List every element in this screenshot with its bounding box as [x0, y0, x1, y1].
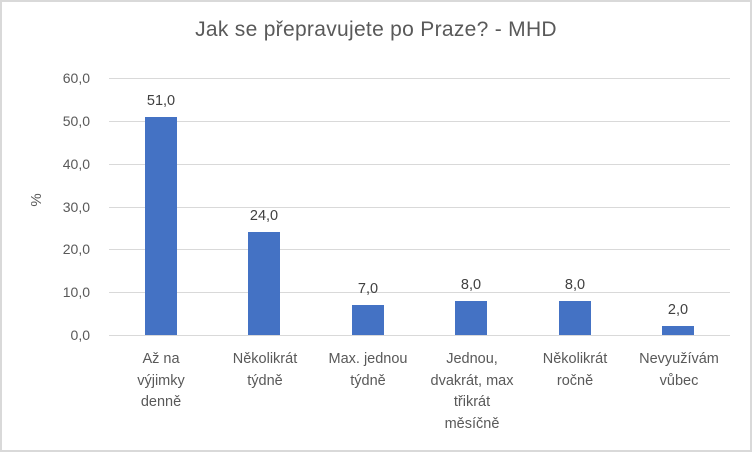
bar: [455, 301, 487, 335]
bar-value-label: 7,0: [357, 281, 379, 297]
x-category-label: Jednou, dvakrát, max třikrát měsíčně: [430, 351, 514, 432]
y-tick-label: 30,0: [62, 199, 90, 215]
x-category-label: Až na výjimky denně: [137, 351, 185, 410]
x-category-label: Nevyužívám vůbec: [639, 351, 719, 389]
bar: [662, 326, 694, 335]
bar: [145, 117, 177, 335]
y-tick-label: 10,0: [62, 284, 90, 300]
bar-value-label: 24,0: [249, 208, 279, 224]
y-tick-label: 50,0: [62, 113, 90, 129]
bar-value-label: 2,0: [667, 302, 689, 318]
chart-title: Jak se přepravujete po Praze? - MHD: [195, 18, 557, 41]
x-category-label: Několikrát ročně: [542, 351, 608, 389]
y-gridline: [109, 78, 730, 79]
x-category-label: Max. jednou týdně: [328, 351, 408, 389]
bar-value-label: 8,0: [564, 277, 586, 293]
y-tick-label: 60,0: [62, 70, 90, 86]
y-gridline: [109, 121, 730, 122]
y-tick-label: 20,0: [62, 241, 90, 257]
y-tick-label: 0,0: [70, 327, 90, 343]
bar: [559, 301, 591, 335]
y-gridline: [109, 335, 730, 336]
bar: [248, 232, 280, 335]
y-gridline: [109, 207, 730, 208]
y-tick-label: 40,0: [62, 156, 90, 172]
x-category-label: Několikrát týdně: [232, 351, 298, 389]
y-gridline: [109, 249, 730, 250]
y-gridline: [109, 292, 730, 293]
bar-value-label: 51,0: [146, 93, 176, 109]
y-gridline: [109, 164, 730, 165]
bar: [352, 305, 384, 335]
bar-value-label: 8,0: [460, 277, 482, 293]
